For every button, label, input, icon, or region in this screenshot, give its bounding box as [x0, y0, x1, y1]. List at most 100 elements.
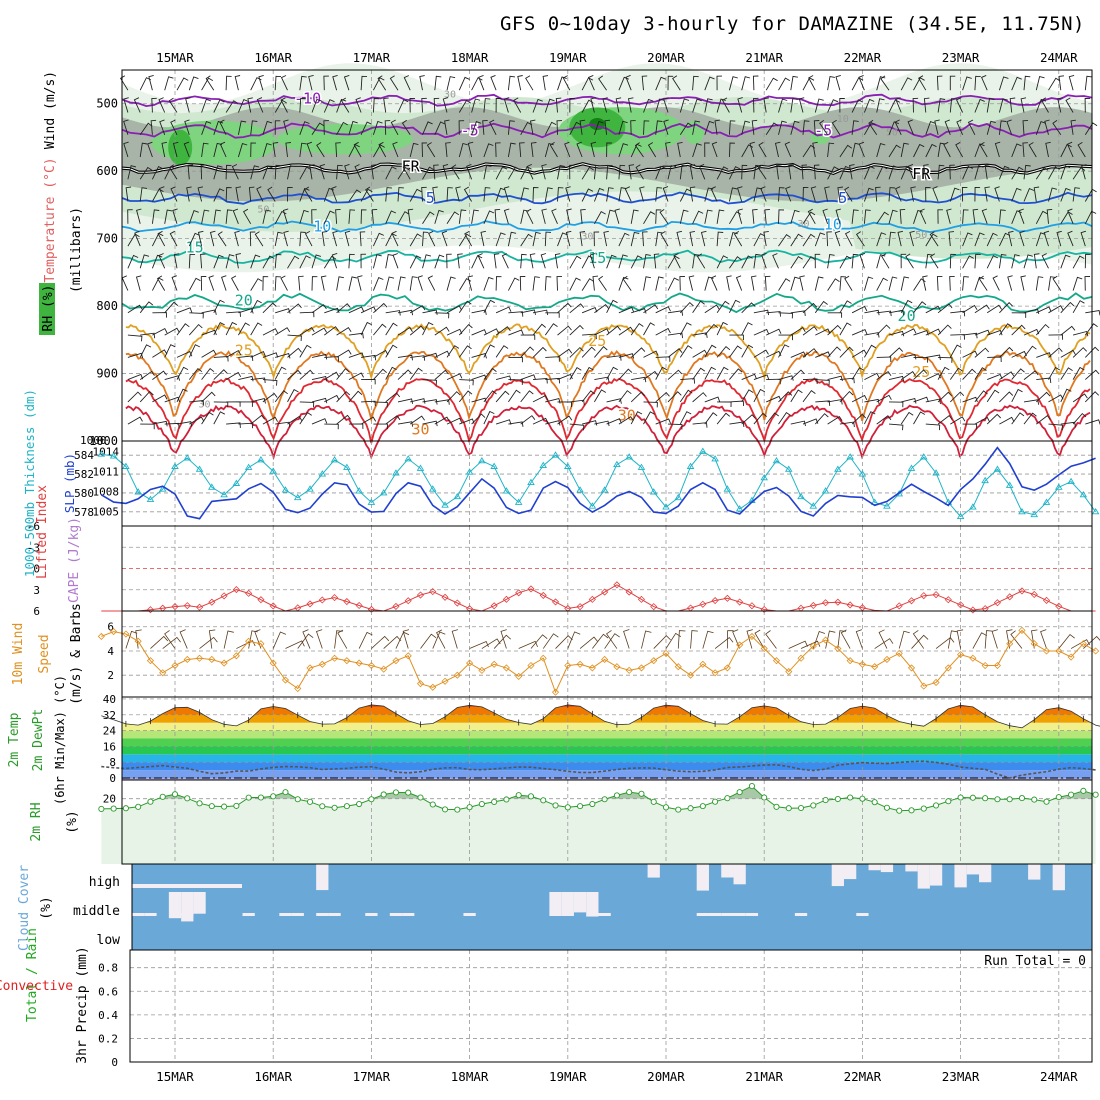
wind-barb: [134, 230, 141, 247]
cloud-middle: [168, 892, 182, 919]
wind-barb: [164, 209, 173, 224]
wind-barb: [525, 75, 534, 91]
wind-barb: [655, 76, 666, 91]
wind-barb: [790, 233, 803, 247]
wind-barb: [900, 276, 910, 291]
wind-barb: [827, 278, 840, 291]
wind-speed-point: [527, 661, 535, 670]
rh-point: [1092, 791, 1099, 798]
wind-barb: [999, 391, 1014, 403]
wind-speed-point: [736, 641, 744, 649]
wind-barb: [219, 141, 227, 158]
wind-barb: [422, 231, 429, 247]
wind-barb: [256, 97, 264, 113]
wind-speed-point: [932, 678, 940, 687]
wind-barb: [311, 397, 328, 404]
wind-barb: [123, 119, 129, 135]
wind-barb: [974, 276, 985, 291]
temp-tick: 8: [109, 756, 116, 769]
wind-barb: [332, 74, 338, 91]
rh-point: [122, 805, 129, 812]
thickness-point: [588, 502, 597, 509]
wind-barb: [888, 423, 904, 431]
wind-barb: [520, 390, 534, 403]
thickness-point: [146, 495, 155, 503]
wind-barb: [520, 187, 530, 202]
thickness-point: [281, 486, 290, 493]
wind-speed-point: [367, 661, 375, 670]
thickness-point: [343, 463, 351, 470]
wind-barb: [810, 186, 817, 202]
rh-point: [429, 801, 436, 808]
wind-barb: [189, 312, 204, 319]
wind-barb: [999, 371, 1015, 380]
wind-speed-point: [306, 664, 314, 672]
wind-barb: [569, 98, 575, 113]
wind-barb: [392, 141, 399, 158]
wind-barb: [808, 75, 816, 91]
wind-barb: [520, 334, 536, 340]
wind-barb: [520, 309, 536, 315]
cloud-middle-thin: [328, 913, 341, 916]
wind-barb: [544, 98, 555, 113]
wind-barb: [422, 399, 438, 405]
wind-barb: [397, 276, 406, 291]
wind-barb: [323, 75, 329, 91]
wind-barb: [814, 413, 829, 425]
thickness-point: [208, 483, 216, 490]
wind-barb: [274, 120, 281, 135]
wind-speed-point: [134, 637, 142, 645]
wind-barb: [532, 378, 548, 384]
wind-barb: [238, 308, 254, 314]
label-2m-temp: 2m Temp: [7, 712, 22, 767]
label-wind: Wind (m/s): [43, 71, 58, 149]
surface-wind-barb: [297, 633, 314, 649]
wind-barb: [176, 388, 188, 403]
wind-barb: [716, 412, 731, 425]
thickness-point: [392, 469, 400, 476]
wind-barb: [409, 415, 425, 425]
wind-barb: [837, 186, 843, 202]
rh-point: [650, 798, 657, 805]
label-millibars: (millibars): [69, 207, 84, 293]
wind-barb: [489, 119, 497, 136]
wind-barb: [385, 253, 394, 269]
wind-barb: [733, 231, 743, 247]
surface-wind-barb: [746, 629, 753, 649]
rh-point: [1018, 795, 1026, 802]
lifted-index-point: [183, 602, 191, 610]
wind-barb: [679, 301, 694, 314]
cloud-middle-thin: [402, 913, 415, 916]
wind-barb: [213, 369, 228, 380]
wind-barb: [923, 164, 929, 180]
wind-speed-point: [1018, 626, 1026, 634]
wind-barb: [962, 276, 969, 291]
wind-barb: [508, 389, 521, 403]
surface-wind-barb: [164, 630, 176, 649]
wind-barb: [1084, 97, 1091, 113]
wind-barb: [544, 187, 553, 202]
wind-barb: [1084, 391, 1100, 403]
lifted-index-point: [969, 606, 977, 614]
wind-barb: [419, 75, 425, 91]
wind-barb: [943, 141, 951, 158]
surface-wind-barb: [702, 630, 714, 649]
wind-barb: [208, 275, 215, 291]
wind-barb: [974, 75, 981, 91]
cloud-middle-thin: [856, 913, 869, 916]
wind-barb: [741, 302, 756, 314]
wind-barb: [655, 366, 668, 380]
wind-speed-point: [711, 669, 719, 677]
wind-barb: [717, 401, 732, 408]
pressure-tick: 800: [96, 299, 118, 313]
lifted-index-point: [245, 589, 253, 597]
wind-barb: [311, 418, 328, 425]
wind-barb: [986, 304, 1002, 314]
thickness-point: [637, 463, 646, 470]
rh-point: [675, 806, 682, 813]
wind-barb: [741, 76, 751, 91]
rh-core-blob: [168, 129, 193, 166]
cloud-middle-thin: [561, 913, 574, 916]
